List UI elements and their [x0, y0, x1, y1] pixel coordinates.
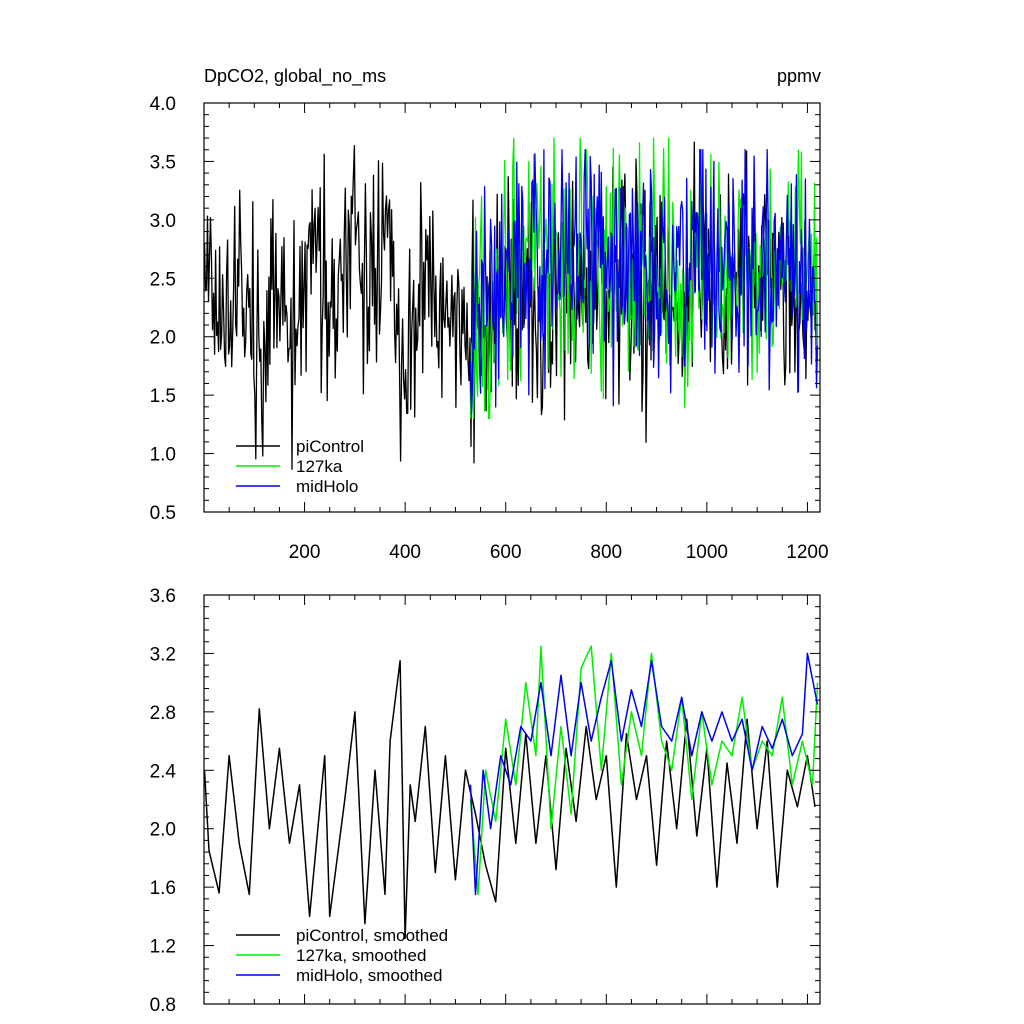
legend-label: 127ka, smoothed [296, 946, 426, 965]
bottom-panel: 0.8 1.2 1.6 2.0 2.4 2.8 3.2 3.6 piControl, smoo… [150, 586, 821, 1016]
legend-label: piControl [296, 437, 364, 456]
series-line-127ka-smoothed [469, 645, 819, 896]
y-tick-label: 1.5 [150, 386, 176, 407]
x-tick-label: 1000 [686, 542, 728, 563]
y-tick-label: 1.6 [150, 878, 176, 899]
legend-label: midHolo [296, 477, 358, 496]
y-tick-label: 2.0 [150, 328, 176, 349]
bottom-axes: 0.8 1.2 1.6 2.0 2.4 2.8 3.2 3.6 [150, 586, 820, 1016]
y-tick-label: 3.2 [150, 644, 176, 665]
y-tick-label: 2.8 [150, 703, 176, 724]
y-tick-label: 4.0 [150, 94, 176, 115]
y-tick-label: 1.2 [150, 937, 176, 958]
chart-title: DpCO2, global_no_ms [204, 66, 386, 87]
legend-label: midHolo, smoothed [296, 966, 442, 985]
x-tick-label: 400 [389, 542, 421, 563]
series-line-midholo [469, 149, 819, 416]
x-tick-label: 800 [590, 542, 622, 563]
top-plot-frame [203, 102, 821, 513]
y-tick-label: 3.0 [150, 211, 176, 232]
top-panel: DpCO2, global_no_ms ppmv 200 400 600 800 100… [150, 66, 829, 563]
y-tick-label: 2.0 [150, 820, 176, 841]
y-tick-label: 2.5 [150, 269, 176, 290]
series-line-picontrol-smoothed [203, 659, 816, 940]
y-tick-label: 0.8 [150, 995, 176, 1016]
series-line-midholo-smoothed [469, 652, 819, 896]
top-series-group [203, 137, 819, 470]
y-tick-label: 1.0 [150, 445, 176, 466]
y-tick-label: 2.4 [150, 761, 177, 782]
units-label: ppmv [777, 66, 821, 86]
bottom-plot-frame [203, 594, 821, 1005]
y-tick-label: 3.5 [150, 152, 176, 173]
top-axes: 200 400 600 800 1000 1200 0.5 1.0 1.5 2.0 2.5 3.0 3.… [150, 94, 829, 563]
bottom-series-group [203, 645, 819, 940]
legend-label: piControl, smoothed [296, 926, 448, 945]
x-tick-label: 1200 [786, 542, 828, 563]
x-tick-label: 600 [490, 542, 522, 563]
x-tick-label: 200 [289, 542, 321, 563]
y-tick-label: 3.6 [150, 586, 176, 607]
y-tick-label: 0.5 [150, 503, 176, 524]
legend-label: 127ka [296, 457, 343, 476]
